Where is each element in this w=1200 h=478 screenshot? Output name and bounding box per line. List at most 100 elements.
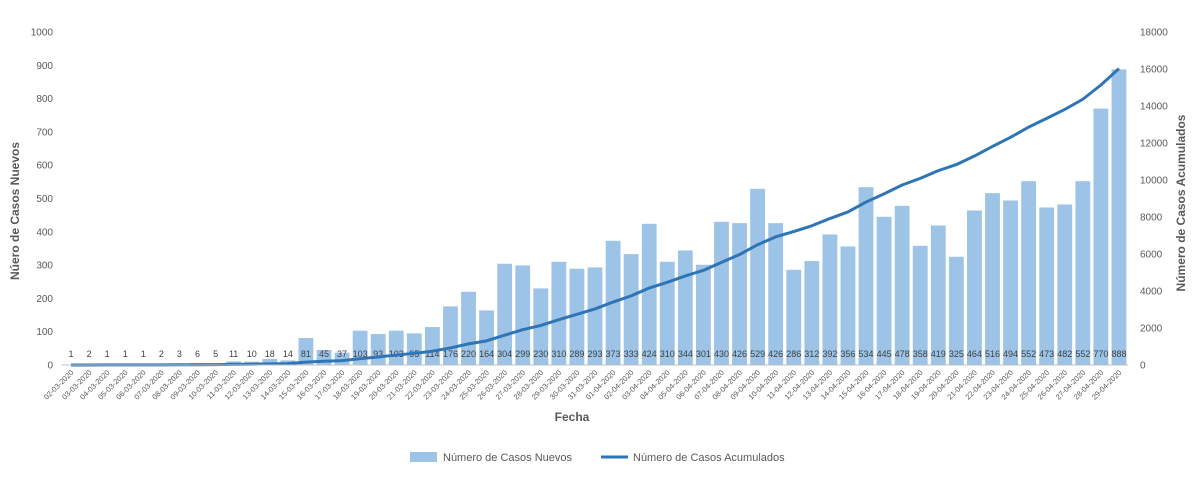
bar <box>750 188 766 365</box>
bar <box>894 205 910 365</box>
bar-value-label: 552 <box>1075 349 1090 359</box>
bar-value-label: 426 <box>732 349 747 359</box>
bar-value-label: 310 <box>551 349 566 359</box>
bar <box>406 333 422 365</box>
y-left-tick-label: 800 <box>36 94 53 105</box>
bar-value-label: 301 <box>696 349 711 359</box>
bar-value-label: 293 <box>587 349 602 359</box>
bar-value-label: 312 <box>804 349 819 359</box>
bar-value-label: 419 <box>931 349 946 359</box>
bar-value-label: 392 <box>822 349 837 359</box>
bar-value-label: 1 <box>105 349 110 359</box>
bar <box>732 223 747 365</box>
y-right-tick-label: 18000 <box>1140 28 1168 39</box>
legend-label-casos-acumulados: Número de Casos Acumulados <box>633 452 785 464</box>
bar-value-label: 482 <box>1057 349 1072 359</box>
y-right-tick-label: 10000 <box>1140 176 1168 187</box>
bar <box>1057 204 1073 365</box>
bar-value-label: 304 <box>497 349 512 359</box>
y-axis-left-ticks: 0 100 200 300 400 500 600 700 800 900 1000 <box>31 28 54 372</box>
bar-value-label: 220 <box>461 349 476 359</box>
y-axis-right-ticks: 0 2000 4000 6000 8000 10000 12000 14000 16000 180… <box>1140 28 1168 372</box>
bar-value-label: 888 <box>1111 349 1126 359</box>
bar <box>623 254 639 365</box>
y-right-tick-label: 6000 <box>1140 250 1163 261</box>
bar <box>352 330 368 365</box>
y-left-tick-label: 600 <box>36 161 53 172</box>
bar <box>985 193 1000 365</box>
bar <box>677 250 693 365</box>
bar-value-label: 11 <box>229 349 238 359</box>
cumulative-line <box>71 67 1120 367</box>
y-right-tick-label: 0 <box>1140 361 1146 372</box>
bar <box>1093 108 1109 365</box>
bar-value-label: 445 <box>877 349 892 359</box>
bar-value-label: 534 <box>859 349 874 359</box>
bar-value-label: 552 <box>1021 349 1036 359</box>
y-left-tick-label: 700 <box>36 127 53 138</box>
bar <box>768 223 784 365</box>
bars-series <box>63 69 1127 366</box>
bar <box>1003 200 1018 365</box>
y-axis-right-title: Número de Casos Acumulados <box>1174 114 1188 291</box>
bar <box>1039 207 1055 365</box>
y-left-tick-label: 400 <box>36 227 53 238</box>
bar-value-label: 37 <box>337 349 347 359</box>
bar-labels: 1 2 1 1 1 2 3 6 5 11 10 18 14 81 45 37 103 93 103 95 114 176 2… <box>69 349 1127 359</box>
y-left-tick-label: 200 <box>36 294 53 305</box>
bar <box>1075 181 1091 365</box>
bar-value-label: 344 <box>678 349 693 359</box>
bar-value-label: 1 <box>69 349 74 359</box>
bar-value-label: 2 <box>159 349 164 359</box>
bar-value-label: 114 <box>425 349 439 359</box>
bar <box>967 210 982 365</box>
legend-swatch-casos-nuevos <box>410 452 437 462</box>
bar <box>714 221 729 365</box>
bar-value-label: 426 <box>768 349 783 359</box>
bar-value-label: 14 <box>283 349 293 359</box>
bar <box>443 306 458 365</box>
y-left-tick-label: 1000 <box>31 28 54 39</box>
bar <box>786 269 802 365</box>
bar <box>461 291 476 365</box>
bar <box>569 268 585 365</box>
bar-value-label: 10 <box>247 349 257 359</box>
bar <box>515 265 531 365</box>
bar-value-label: 358 <box>913 349 928 359</box>
bar <box>696 264 711 365</box>
bar-value-label: 3 <box>177 349 182 359</box>
y-left-tick-label: 100 <box>36 327 53 338</box>
bar-value-label: 93 <box>373 349 383 359</box>
y-right-tick-label: 8000 <box>1140 213 1163 224</box>
bar-value-label: 473 <box>1039 349 1054 359</box>
y-axis-left-title: Núero de Casos Nuevos <box>8 142 22 280</box>
bar-value-label: 356 <box>840 349 855 359</box>
bar-value-label: 103 <box>353 349 368 359</box>
bar-value-label: 516 <box>985 349 1000 359</box>
y-left-tick-label: 0 <box>47 361 53 372</box>
bar-value-label: 478 <box>895 349 910 359</box>
bar <box>840 246 856 365</box>
bar <box>1021 181 1037 365</box>
bar-value-label: 464 <box>967 349 982 359</box>
bar-value-label: 430 <box>714 349 729 359</box>
bar-value-label: 494 <box>1003 349 1018 359</box>
bar <box>912 245 928 365</box>
bar-value-label: 424 <box>642 349 657 359</box>
bar <box>822 234 838 365</box>
bar-value-label: 333 <box>624 349 639 359</box>
y-right-tick-label: 12000 <box>1140 139 1168 150</box>
bar-value-label: 770 <box>1093 349 1108 359</box>
bar <box>479 310 495 365</box>
y-right-tick-label: 4000 <box>1140 287 1163 298</box>
bar-value-label: 1 <box>123 349 128 359</box>
x-axis-title: Fecha <box>555 410 590 424</box>
bar <box>804 261 820 365</box>
bar-value-label: 5 <box>213 349 218 359</box>
bar-value-label: 81 <box>301 349 311 359</box>
legend: Número de Casos Nuevos Número de Casos A… <box>410 452 785 464</box>
bar <box>587 267 603 365</box>
bar-value-label: 310 <box>660 349 675 359</box>
bar <box>930 225 946 365</box>
